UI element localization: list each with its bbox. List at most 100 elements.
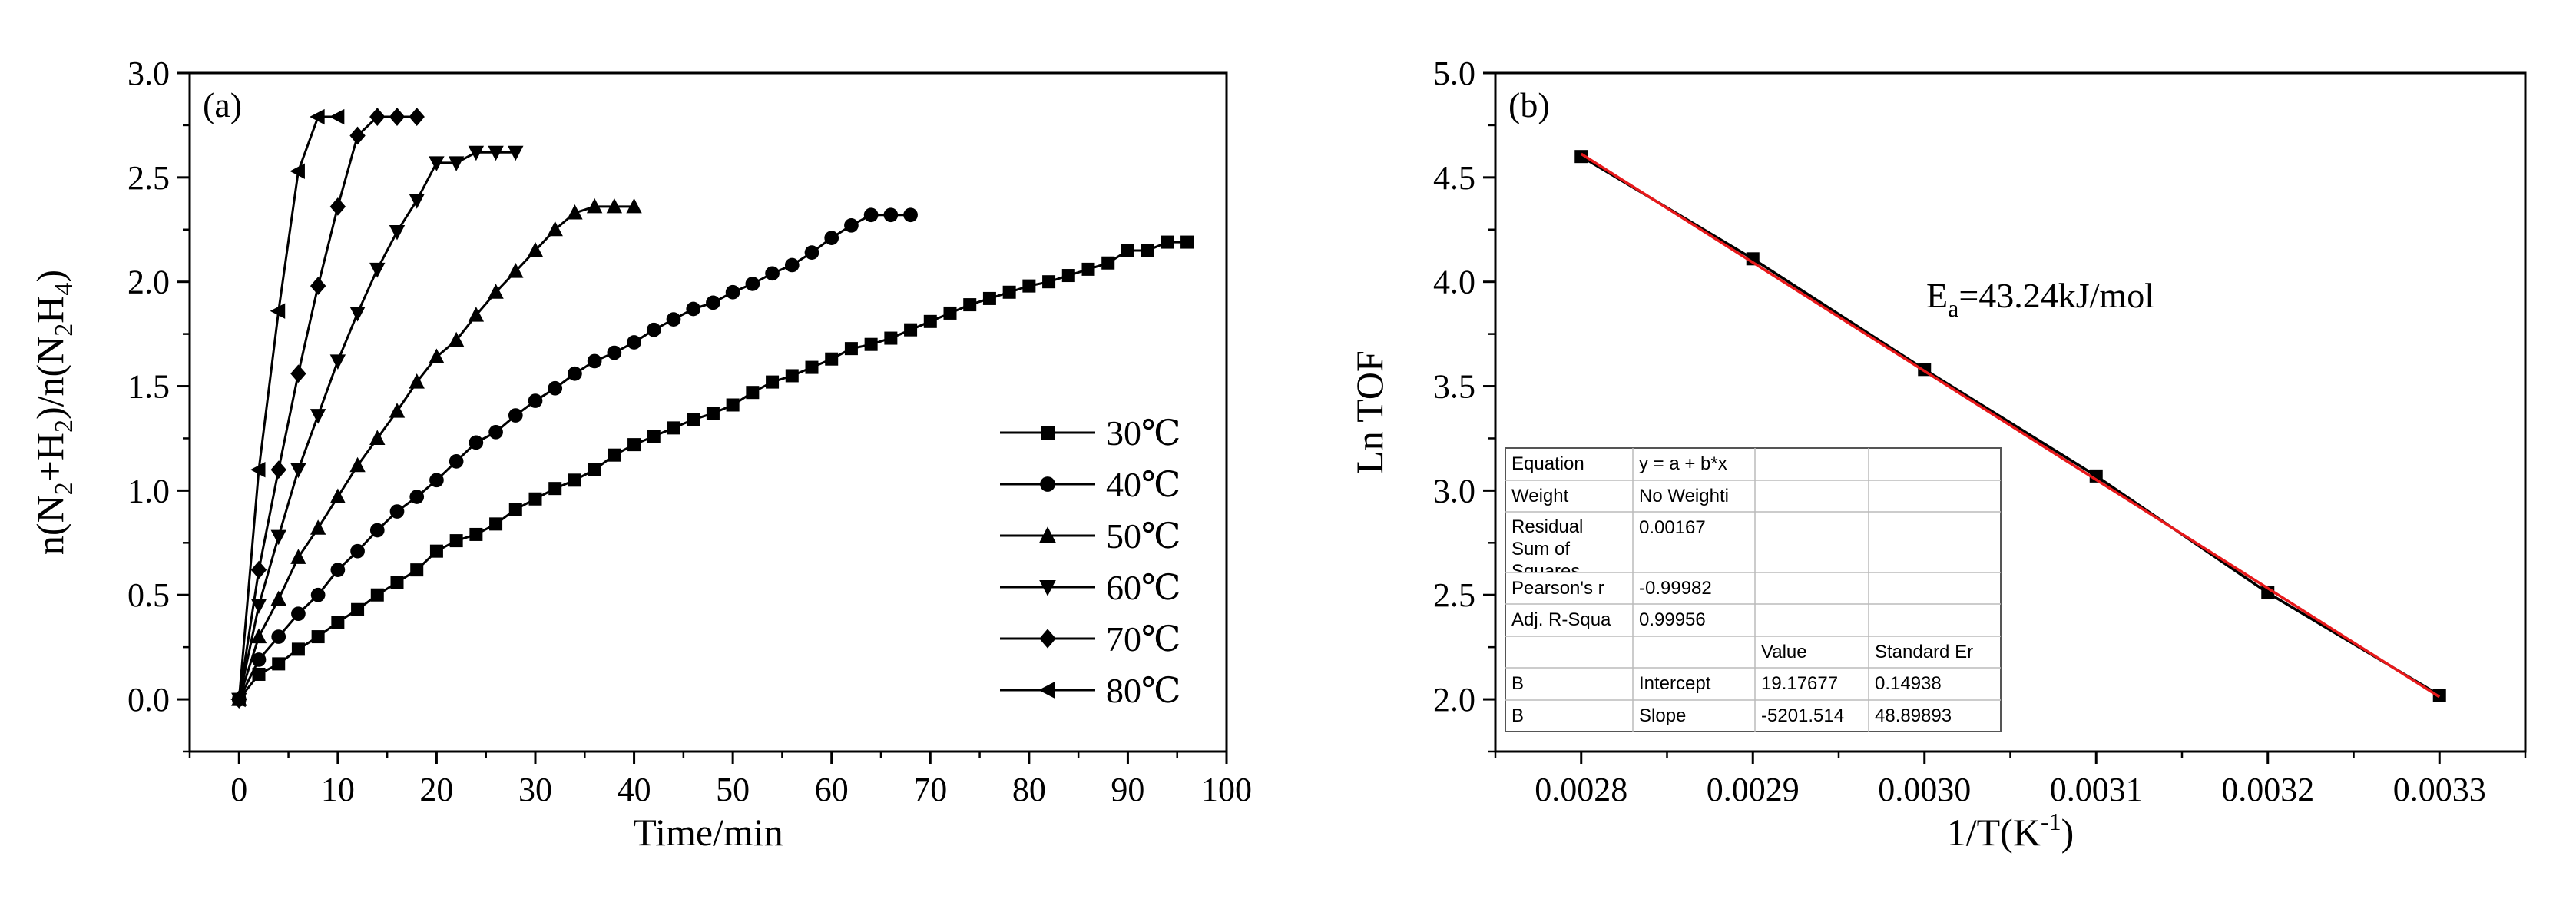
y-tick-label: 4.5 xyxy=(1433,159,1475,197)
data-point xyxy=(667,421,680,435)
data-point xyxy=(508,408,523,423)
data-point xyxy=(270,590,286,606)
data-point xyxy=(291,642,305,656)
data-point xyxy=(588,463,601,476)
series-40℃ xyxy=(231,207,918,707)
linear-fit-line xyxy=(1580,152,2441,699)
data-point xyxy=(310,409,326,424)
x-tick-label: 30 xyxy=(518,771,552,808)
data-point xyxy=(272,657,286,671)
data-point xyxy=(844,217,859,233)
table-cell: Adj. R-Squa xyxy=(1511,609,1611,630)
data-point xyxy=(626,197,642,214)
data-point xyxy=(250,560,267,579)
data-point xyxy=(370,588,384,602)
data-point xyxy=(1180,235,1194,249)
series-line xyxy=(237,151,516,700)
data-point xyxy=(1081,262,1095,276)
legend-label: 50℃ xyxy=(1106,516,1180,556)
data-point xyxy=(369,523,385,538)
data-point xyxy=(726,398,740,412)
series-data xyxy=(1574,150,2446,702)
data-point xyxy=(706,295,720,310)
data-point xyxy=(646,322,661,337)
data-point xyxy=(310,519,326,535)
series-line xyxy=(237,115,338,700)
data-point xyxy=(548,482,562,496)
data-point xyxy=(587,353,602,369)
data-point xyxy=(903,207,918,223)
data-point xyxy=(329,354,346,370)
data-point xyxy=(329,488,346,504)
data-point xyxy=(310,277,326,296)
data-point xyxy=(448,331,465,347)
x-tick-label: 0 xyxy=(230,771,247,808)
x-tick-label: 70 xyxy=(913,771,947,808)
data-point xyxy=(270,460,286,480)
legend-marker xyxy=(1039,526,1056,543)
data-point xyxy=(290,463,306,479)
series-line xyxy=(237,115,417,700)
table-cell: 0.14938 xyxy=(1875,673,1942,694)
y-tick-label: 0.0 xyxy=(127,681,170,718)
data-point xyxy=(1042,275,1056,289)
data-point xyxy=(647,430,661,443)
data-point xyxy=(409,373,425,389)
data-point xyxy=(706,407,720,420)
table-cell: 19.17677 xyxy=(1761,673,1838,694)
data-point xyxy=(528,492,542,506)
data-point xyxy=(1746,252,1760,266)
legend-label: 80℃ xyxy=(1106,671,1180,710)
data-point xyxy=(409,108,425,126)
y-tick-label: 1.0 xyxy=(127,472,170,509)
data-point xyxy=(785,369,799,383)
data-point xyxy=(725,284,740,300)
data-point xyxy=(844,342,858,356)
data-point xyxy=(745,277,760,291)
table-cell: B xyxy=(1511,705,1524,726)
x-tick-label: 0.0031 xyxy=(2050,771,2143,808)
legend-label: 30℃ xyxy=(1106,413,1180,453)
data-point xyxy=(1141,244,1154,257)
y-tick-label: 2.0 xyxy=(1433,681,1475,718)
legend-marker xyxy=(1038,682,1055,699)
data-point xyxy=(351,602,365,616)
data-point xyxy=(824,231,839,245)
data-point xyxy=(290,163,305,179)
legend-marker xyxy=(1041,426,1055,440)
series-80℃ xyxy=(230,108,345,708)
table-cell: Pearson's r xyxy=(1511,578,1604,599)
data-point xyxy=(270,529,286,546)
data-point xyxy=(508,503,522,516)
legend-marker xyxy=(1040,476,1055,492)
data-point xyxy=(982,291,996,305)
y-tick-label: 5.0 xyxy=(1433,55,1475,92)
data-point xyxy=(389,504,405,519)
legend-marker xyxy=(1039,629,1056,649)
x-tick-label: 20 xyxy=(419,771,453,808)
data-point xyxy=(608,448,621,462)
data-point xyxy=(784,257,800,273)
x-tick-label: 40 xyxy=(618,771,651,808)
data-point xyxy=(469,435,484,450)
table-cell: Value xyxy=(1761,642,1807,662)
data-point xyxy=(547,221,563,237)
legend-label: 40℃ xyxy=(1106,465,1180,504)
data-point xyxy=(270,303,286,319)
table-cell: -0.99982 xyxy=(1639,578,1712,599)
table-cell: Residual Sum of Squares xyxy=(1511,516,1583,582)
table-frame xyxy=(1505,447,2002,732)
y-tick-label: 2.5 xyxy=(1433,576,1475,614)
legend: 30℃ 40℃ 50℃ 60℃ 70℃ 80℃ xyxy=(1000,413,1180,710)
data-point xyxy=(448,156,465,171)
x-tick-label: 80 xyxy=(1012,771,1046,808)
data-point xyxy=(943,306,957,320)
fit-results-table: Equation y = a + b*x Weight No Weighti Resid… xyxy=(1505,447,2002,732)
data-point xyxy=(607,345,622,360)
y-tick-label: 3.0 xyxy=(127,55,170,92)
data-point xyxy=(468,307,485,322)
table-cell: B xyxy=(1511,673,1524,694)
data-point xyxy=(349,126,366,145)
table-cell: No Weighti xyxy=(1639,486,1729,506)
y-tick-label: 2.5 xyxy=(127,159,170,197)
